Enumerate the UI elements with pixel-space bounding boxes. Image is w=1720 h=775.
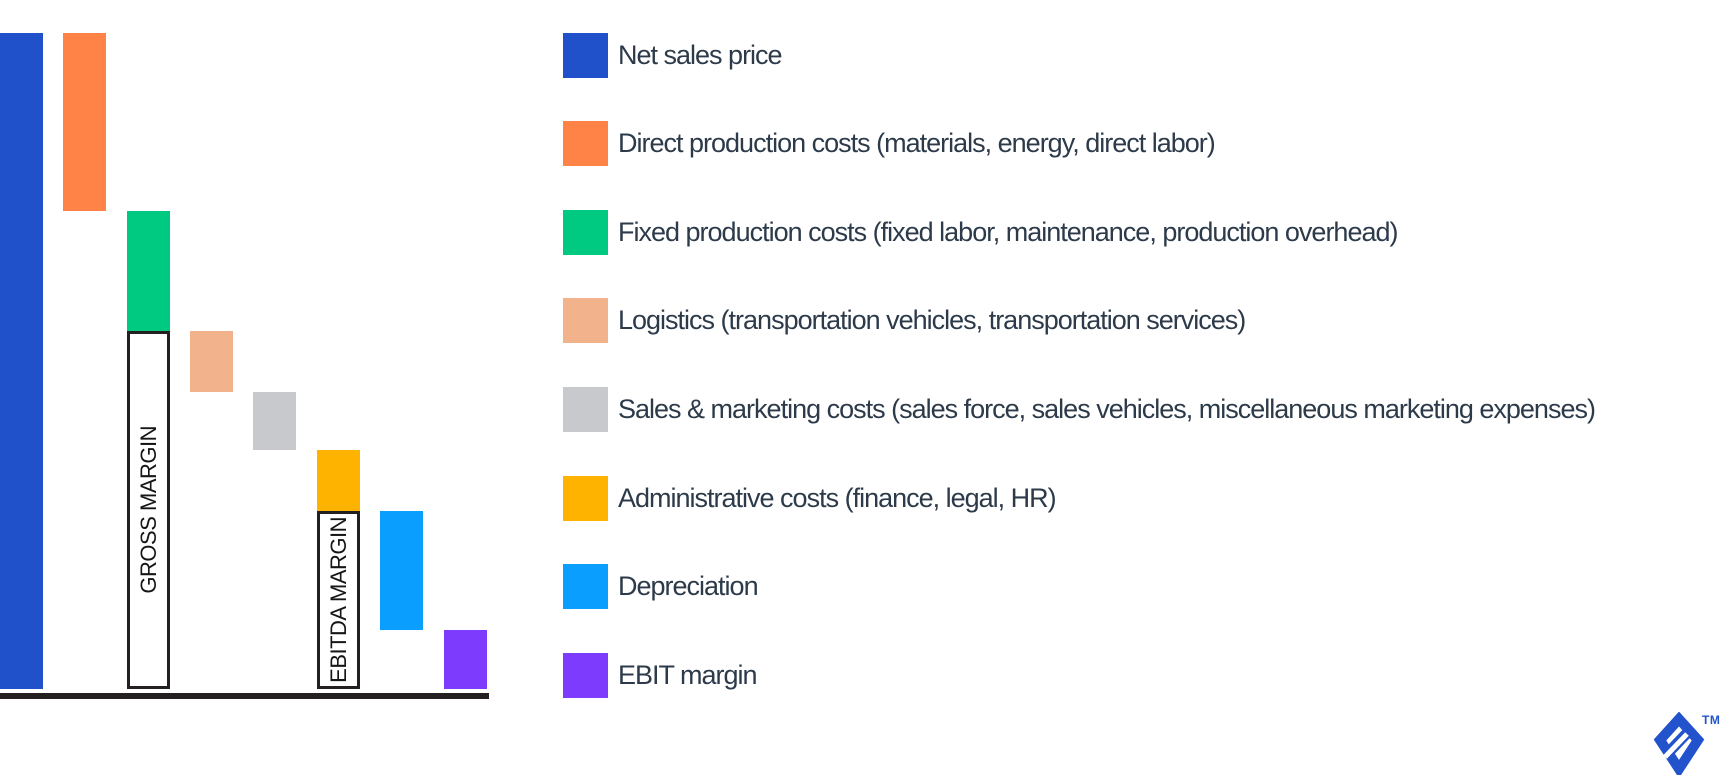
legend-swatch-ebit-margin — [563, 652, 608, 698]
legend-item-depreciation: Depreciation — [563, 564, 759, 610]
bar-depreciation — [380, 511, 423, 630]
legend-label-sales-marketing-costs: Sales & marketing costs (sales force, sa… — [618, 393, 1596, 424]
bar-ebit-margin — [444, 630, 487, 689]
legend-swatch-administrative-costs — [563, 475, 608, 521]
legend-label-net-sales-price: Net sales price — [618, 39, 783, 70]
baseline-axis — [0, 693, 489, 699]
legend-swatch-fixed-production-costs — [563, 209, 608, 255]
legend-item-net-sales-price: Net sales price — [563, 32, 783, 78]
bar-label-gross-margin: GROSS MARGIN — [135, 426, 161, 594]
bar-direct-production-costs — [63, 33, 106, 211]
bar-logistics — [190, 330, 233, 392]
legend-item-ebit-margin: EBIT margin — [563, 652, 758, 698]
bar-sales-marketing-costs — [253, 391, 296, 451]
legend-swatch-net-sales-price — [563, 32, 608, 78]
legend-swatch-direct-production-costs — [563, 121, 608, 167]
bar-ebitda-margin: EBITDA MARGIN — [317, 511, 360, 689]
legend-label-depreciation: Depreciation — [618, 571, 759, 602]
chart-area: GROSS MARGIN EBITDA MARGIN — [0, 0, 520, 775]
legend-swatch-sales-marketing-costs — [563, 386, 608, 432]
legend-item-direct-production-costs: Direct production costs (materials, ener… — [563, 121, 1216, 167]
bar-gross-margin: GROSS MARGIN — [127, 330, 170, 689]
toptal-logo: TM — [1652, 712, 1720, 775]
bar-administrative-costs — [317, 450, 360, 512]
legend-swatch-depreciation — [563, 564, 608, 610]
bar-net-sales-price — [0, 33, 43, 689]
legend-item-sales-marketing-costs: Sales & marketing costs (sales force, sa… — [563, 386, 1596, 432]
legend-item-fixed-production-costs: Fixed production costs (fixed labor, mai… — [563, 209, 1398, 255]
legend-swatch-logistics — [563, 298, 608, 344]
legend-label-direct-production-costs: Direct production costs (materials, ener… — [618, 128, 1216, 159]
toptal-logo-mark — [1653, 712, 1705, 775]
legend-label-fixed-production-costs: Fixed production costs (fixed labor, mai… — [618, 216, 1398, 247]
legend-label-ebit-margin: EBIT margin — [618, 659, 758, 690]
legend-item-administrative-costs: Administrative costs (finance, legal, HR… — [563, 475, 1057, 521]
bar-label-ebitda-margin: EBITDA MARGIN — [325, 517, 351, 684]
legend-label-logistics: Logistics (transportation vehicles, tran… — [618, 305, 1246, 336]
bar-fixed-production-costs — [127, 210, 170, 331]
trademark-label: TM — [1702, 713, 1720, 727]
legend-item-logistics: Logistics (transportation vehicles, tran… — [563, 298, 1246, 344]
legend-label-administrative-costs: Administrative costs (finance, legal, HR… — [618, 482, 1057, 513]
